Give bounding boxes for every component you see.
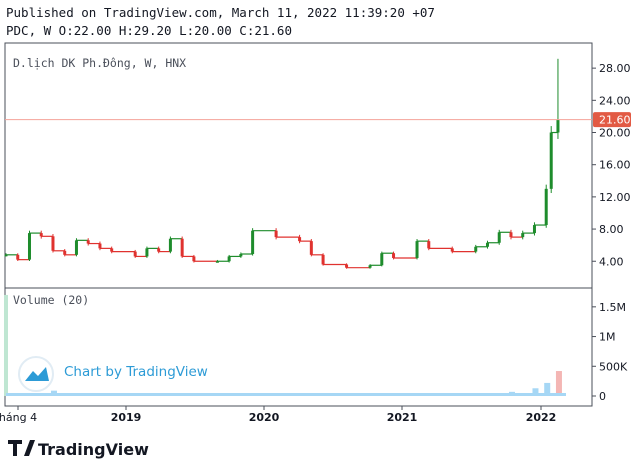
candle-body xyxy=(27,233,31,260)
last-price-label: 21.60 xyxy=(599,114,631,127)
time-tick-label: 2022 xyxy=(526,411,557,424)
candle-body xyxy=(145,248,149,257)
candle-body xyxy=(509,232,513,238)
price-pane-frame xyxy=(4,42,593,289)
volume-bar xyxy=(555,371,562,396)
published-header: Published on TradingView.com, March 11, … xyxy=(6,5,435,20)
time-tick-label: 2019 xyxy=(111,411,142,424)
candle-body xyxy=(274,230,278,238)
tradingview-logo-icon xyxy=(8,440,35,456)
candle-body xyxy=(321,254,325,265)
volume-bars xyxy=(4,294,566,396)
candle-body xyxy=(110,248,114,252)
candle-body xyxy=(51,236,55,251)
price-tick-label: 12.00 xyxy=(599,191,631,204)
candle-body xyxy=(251,230,255,255)
volume-label: Volume (20) xyxy=(13,293,89,307)
chart-mountain-icon xyxy=(25,367,49,381)
candles xyxy=(4,58,560,269)
candle-body xyxy=(556,119,560,133)
candle-body xyxy=(215,261,219,263)
volume-pane-frame xyxy=(4,287,593,407)
volume-tick-label: 1.5M xyxy=(599,301,626,314)
last-price-badge xyxy=(593,112,631,128)
candle-body xyxy=(485,242,489,247)
candle-body xyxy=(86,240,90,244)
price-tick-label: 8.00 xyxy=(599,223,624,236)
volume-bar xyxy=(4,294,8,396)
volume-bar xyxy=(532,388,539,396)
watermark-text: Chart by TradingView xyxy=(64,364,208,380)
candle-body xyxy=(298,237,302,242)
volume-tick-label: 1M xyxy=(599,331,616,344)
candle-body xyxy=(192,256,196,262)
candle-body xyxy=(532,225,536,234)
candle-body xyxy=(415,241,419,259)
price-tick-label: 28.00 xyxy=(599,62,631,75)
price-tick-label: 4.00 xyxy=(599,255,624,268)
price-tick-label: 16.00 xyxy=(599,159,631,172)
candle-body xyxy=(427,241,431,249)
price-tick-label: 20.00 xyxy=(599,127,631,140)
time-axis: háng 4 2019 2020 2021 2022 xyxy=(0,406,556,424)
candle-body xyxy=(549,132,553,189)
candle-body xyxy=(4,254,8,257)
candle-body xyxy=(450,248,454,252)
volume-bar xyxy=(544,382,551,396)
volume-axis: 0 500K 1M 1.5M xyxy=(592,301,628,403)
candle-body xyxy=(345,264,349,268)
time-tick-label: 2020 xyxy=(249,411,280,424)
candle-body xyxy=(368,265,372,268)
price-axis: 4.00 8.00 12.00 16.00 20.00 24.00 28.00 xyxy=(592,62,631,268)
candle-body xyxy=(39,233,43,237)
time-tick-label: háng 4 xyxy=(0,411,37,424)
price-tick-label: 24.00 xyxy=(599,94,631,107)
candle-body xyxy=(497,232,501,243)
brand-name: TradingView xyxy=(38,440,149,459)
candle-body xyxy=(133,251,137,257)
candle-body xyxy=(309,241,313,255)
candle-body xyxy=(157,248,161,252)
candle-body xyxy=(392,253,396,259)
watermark: Chart by TradingView xyxy=(18,356,208,392)
candle-body xyxy=(74,240,78,255)
tradingview-brand: TradingView xyxy=(8,440,149,459)
volume-tick-label: 500K xyxy=(599,360,628,373)
candle-body xyxy=(474,246,478,252)
ohlc-header: PDC, W O:22.00 H:29.20 L:20.00 C:21.60 xyxy=(6,23,292,38)
candle-body xyxy=(380,253,384,266)
candle-body xyxy=(544,188,548,226)
candle-body xyxy=(239,254,243,257)
candle-body xyxy=(16,254,20,260)
candle-body xyxy=(168,238,172,252)
candle-body xyxy=(180,238,184,257)
candle-body xyxy=(521,233,525,238)
candle-body xyxy=(98,243,102,249)
volume-tick-label: 0 xyxy=(599,390,606,403)
symbol-label: D.lịch DK Ph.Đông, W, HNX xyxy=(13,56,186,70)
candle-body xyxy=(63,250,67,255)
time-tick-label: 2021 xyxy=(387,411,418,424)
volume-baseline xyxy=(6,393,566,396)
candle-body xyxy=(227,256,231,262)
